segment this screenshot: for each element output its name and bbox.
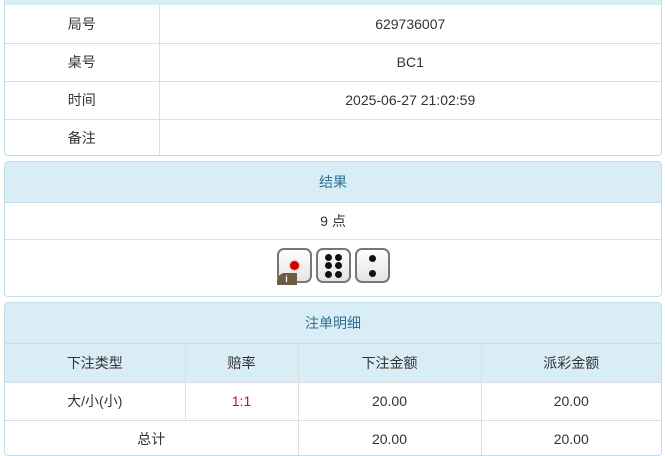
- payout: 20.00: [480, 381, 661, 421]
- remark-value: [158, 118, 661, 155]
- header-payout: 派彩金额: [480, 344, 661, 383]
- table-row: 局号 629736007: [5, 5, 661, 44]
- die-two-icon: [354, 248, 390, 283]
- table-header-row: 下注类型 赔率 下注金额 派彩金额: [5, 344, 661, 383]
- bet-details-title: 注单明细: [5, 303, 661, 344]
- table-row: 大/小(小) 1:1 20.00 20.00: [5, 381, 661, 421]
- header-bet-amount: 下注金额: [297, 344, 482, 383]
- total-row: 总计 20.00 20.00: [5, 419, 661, 455]
- total-payout: 20.00: [480, 419, 661, 455]
- info-badge-icon[interactable]: i: [276, 273, 297, 285]
- table-value: BC1: [158, 42, 661, 82]
- header-bet-type: 下注类型: [5, 344, 186, 383]
- round-info-table: 局号 629736007 桌号 BC1 时间 2025-06-27 21:02:59 …: [5, 5, 661, 155]
- die-six-icon: [315, 248, 351, 283]
- odds: 1:1: [184, 381, 299, 421]
- dice-row: i: [5, 240, 661, 296]
- result-points: 9 点: [5, 203, 661, 240]
- table-row: 时间 2025-06-27 21:02:59: [5, 80, 661, 120]
- table-label: 桌号: [5, 42, 160, 82]
- remark-label: 备注: [5, 118, 160, 155]
- result-panel: 结果 9 点 i: [4, 161, 662, 297]
- time-label: 时间: [5, 80, 160, 120]
- bet-type: 大/小(小): [5, 381, 186, 421]
- total-label: 总计: [5, 419, 299, 455]
- die-one-icon[interactable]: i: [276, 248, 312, 285]
- total-amount: 20.00: [297, 419, 482, 455]
- round-label: 局号: [5, 5, 160, 44]
- time-value: 2025-06-27 21:02:59: [158, 80, 661, 120]
- round-info-panel: 局号 629736007 桌号 BC1 时间 2025-06-27 21:02:59 …: [4, 0, 662, 156]
- bet-amount: 20.00: [297, 381, 482, 421]
- result-title: 结果: [5, 162, 661, 203]
- table-row: 备注: [5, 118, 661, 155]
- round-value: 629736007: [158, 5, 661, 44]
- header-odds: 赔率: [184, 344, 299, 383]
- table-row: 桌号 BC1: [5, 42, 661, 82]
- bet-details-table: 下注类型 赔率 下注金额 派彩金额 大/小(小) 1:1 20.00 20.00…: [5, 344, 661, 455]
- bet-details-panel: 注单明细 下注类型 赔率 下注金额 派彩金额 大/小(小) 1:1 20.00 …: [4, 302, 662, 456]
